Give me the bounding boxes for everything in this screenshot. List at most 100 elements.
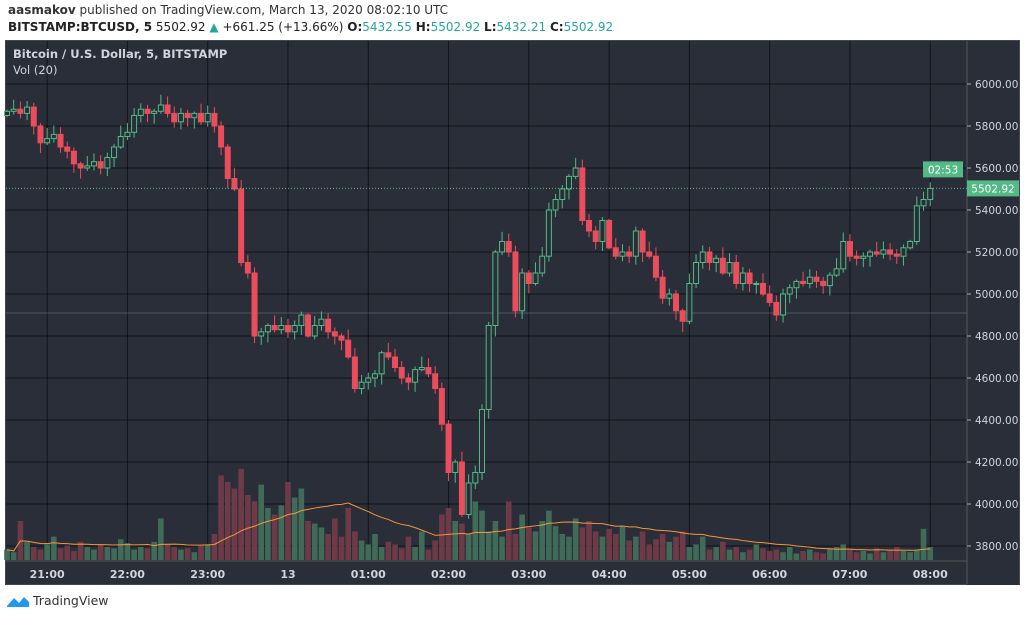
volume-bar — [599, 536, 606, 560]
volume-bar — [800, 550, 806, 560]
candle-body — [659, 276, 666, 299]
candle-body — [97, 161, 104, 169]
candle-body — [131, 115, 138, 133]
volume-bar — [472, 501, 479, 560]
volume-bar — [659, 534, 666, 560]
candle — [499, 231, 506, 256]
candle-body — [17, 108, 24, 114]
candle-body — [793, 280, 800, 289]
candle — [204, 105, 211, 127]
candle-body — [191, 112, 198, 119]
time-tick-label: 22:00 — [110, 568, 145, 581]
candle — [291, 320, 298, 340]
volume-bar — [398, 548, 405, 560]
volume-bar — [512, 534, 519, 560]
candle-body — [164, 104, 171, 114]
candle-body — [124, 131, 131, 138]
volume-bar — [452, 521, 459, 560]
candle — [612, 238, 619, 260]
candle — [218, 121, 225, 156]
candle — [117, 125, 124, 149]
volume-bar — [612, 534, 619, 560]
candle — [418, 356, 425, 372]
candle — [719, 247, 726, 275]
candle-body — [10, 108, 17, 112]
author[interactable]: aasmakov — [8, 3, 76, 17]
volume-bar — [740, 552, 746, 560]
volume-bar — [920, 528, 927, 560]
c-label: C: — [549, 20, 564, 34]
time-tick-label: 13 — [280, 568, 295, 581]
volume-bar — [365, 544, 372, 560]
volume-bar — [318, 527, 325, 560]
volume-bar — [77, 541, 84, 560]
volume-bar — [479, 510, 485, 560]
candle-body — [318, 318, 325, 327]
candle — [572, 157, 579, 180]
volume-bar — [138, 547, 144, 560]
candle-body — [800, 280, 807, 284]
volume-bar — [786, 547, 793, 560]
candle — [358, 375, 365, 395]
candle-body — [465, 482, 472, 515]
candle-body — [291, 325, 298, 333]
candle — [90, 153, 97, 171]
candle-body — [111, 146, 118, 158]
candle-body — [331, 331, 338, 337]
candle — [44, 128, 51, 146]
price-tick-label: 5400.00 — [975, 205, 1018, 217]
candle — [425, 358, 432, 378]
volume-bar — [24, 541, 30, 560]
candle-body — [786, 287, 793, 295]
up-arrow-icon: ▲ — [209, 20, 219, 34]
candle-body — [512, 251, 519, 312]
candle-body — [739, 272, 746, 284]
candle — [298, 311, 305, 335]
symbol: BITSTAMP:BTCUSD, 5 — [8, 20, 153, 34]
close-value: 5502.92 — [563, 20, 614, 34]
candle — [318, 311, 325, 331]
candle — [525, 270, 532, 294]
candle-body — [90, 161, 97, 167]
candle — [70, 147, 77, 173]
time-tick-label: 21:00 — [30, 568, 65, 581]
candle-body — [519, 272, 526, 312]
volume-bar — [820, 553, 826, 560]
volume-bar — [579, 527, 586, 560]
candle — [452, 459, 459, 483]
volume-bar — [71, 550, 77, 560]
volume-bar — [606, 528, 612, 560]
candle-body — [820, 280, 827, 287]
time-tick-label: 06:00 — [752, 568, 787, 581]
candle-body — [177, 112, 184, 123]
candle — [64, 141, 71, 159]
volume-bar — [151, 541, 157, 560]
volume-bar — [626, 540, 632, 560]
tradingview-logo[interactable]: TradingView — [6, 593, 109, 608]
volume-bar — [853, 552, 860, 560]
candle — [405, 373, 412, 391]
o-label: O: — [347, 20, 363, 34]
candle — [913, 196, 920, 245]
candle-body — [539, 255, 546, 274]
volume-bar — [485, 531, 492, 560]
volume-bar — [459, 523, 465, 560]
volume-bar — [505, 501, 512, 560]
candle-body — [405, 377, 412, 383]
high-value: 5502.92 — [430, 20, 481, 34]
volume-bar — [338, 536, 345, 560]
candle — [512, 245, 519, 318]
volume-bar — [211, 534, 218, 560]
candle-body — [652, 255, 659, 278]
candle — [846, 234, 853, 262]
candle-body — [378, 352, 385, 375]
candle — [137, 103, 144, 123]
candle-body — [719, 257, 726, 274]
volume-bar — [900, 550, 907, 560]
candle — [378, 350, 385, 385]
candle-body — [673, 293, 679, 312]
candle — [351, 348, 358, 393]
price-tick-label: 5200.00 — [975, 247, 1018, 259]
candle-body — [813, 276, 820, 282]
